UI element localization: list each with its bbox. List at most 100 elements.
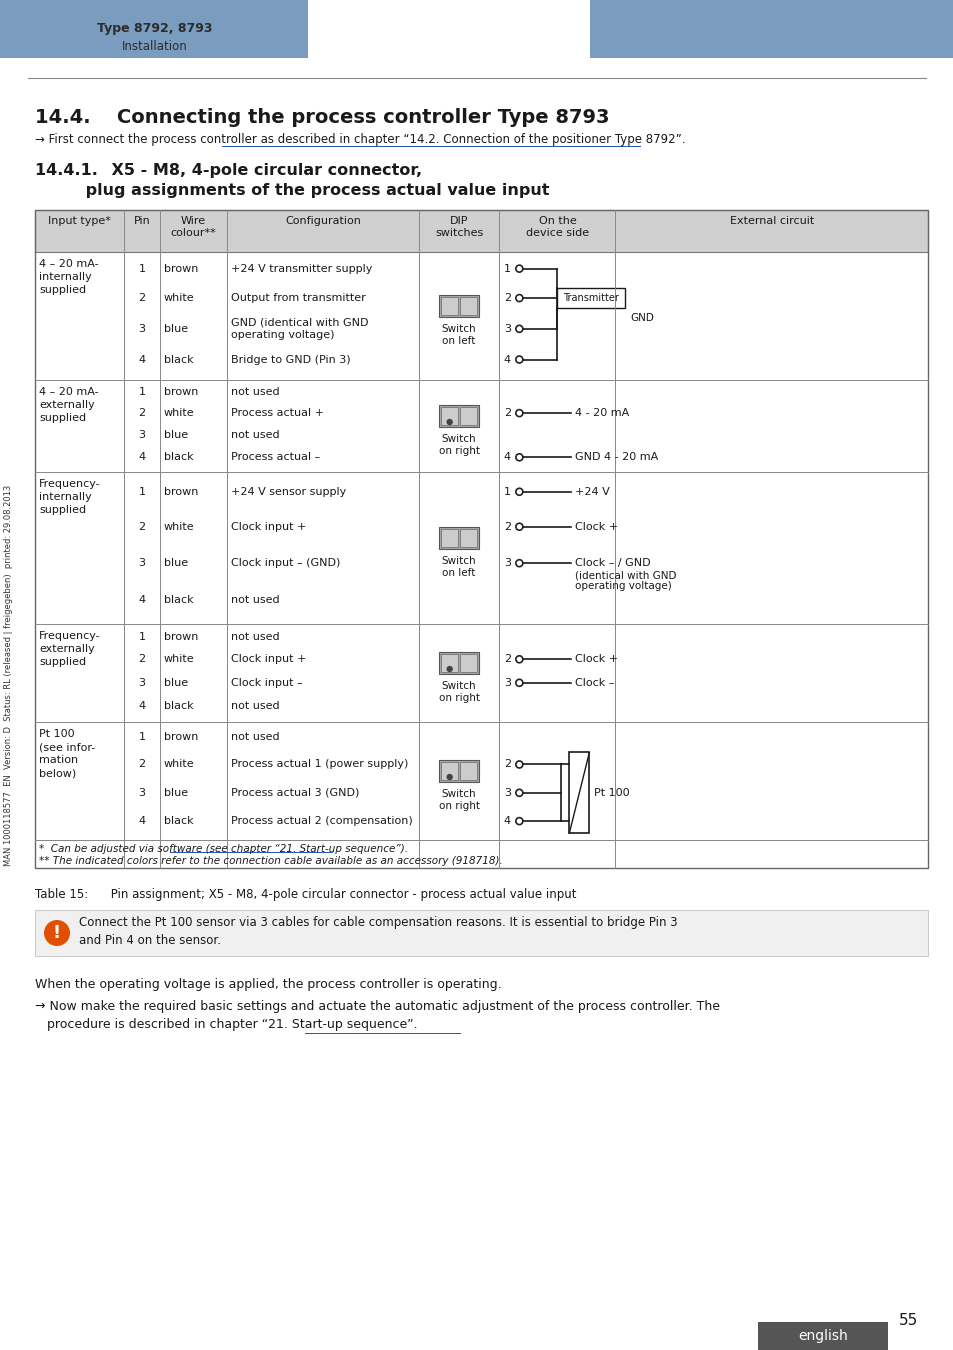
Circle shape [516,454,522,460]
Text: 4: 4 [138,817,146,826]
Text: On the
device side: On the device side [525,216,588,239]
Text: 2: 2 [138,293,146,304]
Text: blue: blue [164,788,188,798]
Text: 3: 3 [503,678,510,687]
Text: 2: 2 [503,293,511,304]
Text: GND: GND [630,313,654,324]
Text: Switch
on right: Switch on right [438,788,479,810]
Circle shape [516,761,522,768]
Text: 2: 2 [138,655,146,664]
Text: 14.4.  Connecting the process controller Type 8793: 14.4. Connecting the process controller … [35,108,609,127]
Bar [459,406,476,425]
Text: Frequency-
internally
supplied: Frequency- internally supplied [39,479,100,516]
Text: 2: 2 [503,760,511,770]
Text: 2: 2 [138,408,146,418]
Circle shape [516,489,522,495]
Text: FLUID CONTROL SYSTEMS: FLUID CONTROL SYSTEMS [760,43,858,53]
Text: brown: brown [164,387,198,397]
Text: 1: 1 [503,263,510,274]
Text: not used: not used [231,701,279,711]
Bar [758,1322,887,1350]
Text: Bridge to GND (Pin 3): Bridge to GND (Pin 3) [231,355,351,364]
Text: white: white [164,521,194,532]
Text: → Now make the required basic settings and actuate the automatic adjustment of t: → Now make the required basic settings a… [35,1000,720,1031]
Text: Clock input +: Clock input + [231,655,306,664]
Text: Process actual +: Process actual + [231,408,324,418]
Text: Clock input –: Clock input – [231,678,302,687]
Text: Process actual 2 (compensation): Process actual 2 (compensation) [231,817,413,826]
Text: 1: 1 [138,387,146,397]
Text: 4: 4 [503,817,511,826]
Text: Output from transmitter: Output from transmitter [231,293,365,304]
Bar [438,526,478,549]
Text: 3: 3 [138,558,146,568]
Text: Switch
on right: Switch on right [438,680,479,702]
Bar [459,653,476,672]
Text: 2: 2 [138,760,146,770]
Circle shape [44,919,70,946]
Circle shape [447,420,452,424]
Text: 4: 4 [138,701,146,711]
Text: not used: not used [231,595,279,605]
Text: Wire
colour**: Wire colour** [171,216,216,239]
Text: Process actual 1 (power supply): Process actual 1 (power supply) [231,760,408,770]
Text: blue: blue [164,558,188,568]
Bar [440,529,457,547]
Text: 4: 4 [138,452,146,462]
Text: not used: not used [231,732,279,742]
Text: Type 8792, 8793: Type 8792, 8793 [97,22,213,35]
Text: 4 – 20 mA-
externally
supplied: 4 – 20 mA- externally supplied [39,387,98,424]
Text: 55: 55 [898,1314,917,1328]
Text: brown: brown [164,487,198,497]
Text: 1: 1 [138,487,146,497]
Circle shape [516,265,522,273]
Text: Pt 100: Pt 100 [594,788,629,798]
Text: Input type*: Input type* [49,216,111,225]
Bar [440,653,457,672]
Circle shape [757,5,761,11]
Circle shape [516,409,522,417]
Text: not used: not used [231,387,279,397]
Text: Pt 100
(see infor-
mation
below): Pt 100 (see infor- mation below) [39,729,95,779]
Circle shape [773,5,778,11]
Text: Process actual –: Process actual – [231,452,320,462]
Text: 2: 2 [503,655,511,664]
Text: *  Can be adjusted via software (see chapter “21. Start-up sequence”).: * Can be adjusted via software (see chap… [39,844,408,855]
Circle shape [516,294,522,301]
Text: 4: 4 [138,595,146,605]
Text: Configuration: Configuration [285,216,360,225]
Text: black: black [164,701,193,711]
Text: 1: 1 [138,732,146,742]
Circle shape [516,656,522,663]
Text: Clock –: Clock – [575,678,614,687]
Text: Clock +: Clock + [575,655,618,664]
Text: MAN 1000118577  EN  Version: D  Status: RL (released | freigegeben)  printed: 29: MAN 1000118577 EN Version: D Status: RL … [5,485,13,865]
Text: Clock input +: Clock input + [231,521,306,532]
Circle shape [447,775,452,779]
Text: not used: not used [231,431,279,440]
Text: GND (identical with GND
operating voltage): GND (identical with GND operating voltag… [231,317,368,340]
Text: 3: 3 [138,324,146,333]
Bar [459,529,476,547]
Bar [35,211,927,252]
Text: External circuit: External circuit [729,216,813,225]
Circle shape [516,325,522,332]
Text: white: white [164,408,194,418]
Circle shape [447,667,452,671]
Text: white: white [164,293,194,304]
Text: 4 - 20 mA: 4 - 20 mA [575,408,629,418]
Text: Clock – / GND: Clock – / GND [575,558,650,568]
Text: ** The indicated colors refer to the connection cable available as an accessory : ** The indicated colors refer to the con… [39,856,502,865]
Text: 1: 1 [138,632,146,641]
Text: Transmitter: Transmitter [563,293,618,304]
Text: english: english [798,1328,847,1343]
Circle shape [516,356,522,363]
Circle shape [516,560,522,567]
Text: GND 4 - 20 mA: GND 4 - 20 mA [575,452,658,462]
Text: Connect the Pt 100 sensor via 3 cables for cable compensation reasons. It is ess: Connect the Pt 100 sensor via 3 cables f… [79,917,677,946]
Text: 3: 3 [503,558,510,568]
Text: brown: brown [164,732,198,742]
Text: 2: 2 [503,521,511,532]
Text: bürkert: bürkert [760,15,859,39]
Bar [438,652,478,674]
